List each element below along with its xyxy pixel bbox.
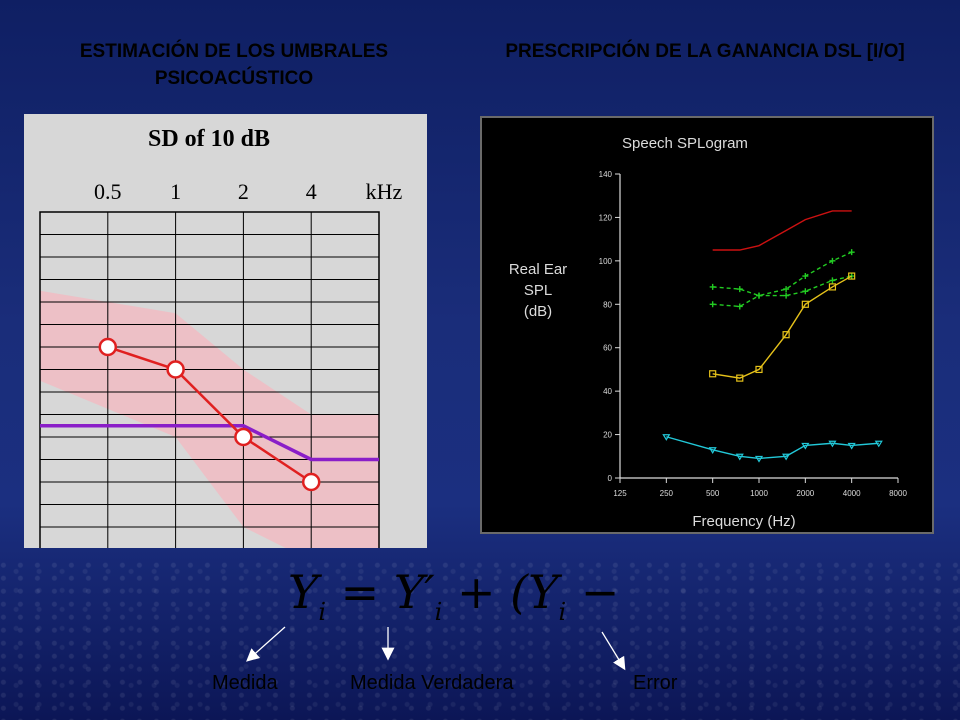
splogram-point-green [709, 283, 716, 290]
audiogram-x-tick: 1 [170, 179, 181, 204]
splogram-x-tick-label: 8000 [889, 489, 907, 498]
splogram-x-tick-label: 500 [706, 489, 720, 498]
arrow-measured [246, 626, 286, 662]
splogram-y-tick-label: 60 [603, 344, 612, 353]
audiogram-x-tick: 0.5 [94, 179, 122, 204]
splogram-x-tick-label: 2000 [796, 489, 814, 498]
background-texture [0, 560, 960, 720]
splogram-y-axis-label: Real Ear [509, 261, 567, 278]
splogram-point-cyan [847, 442, 856, 450]
splogram-point-cyan [662, 434, 671, 441]
splogram-point-green [848, 249, 855, 256]
audiogram-x-unit: kHz [366, 179, 403, 204]
audiogram-threshold-line [107, 345, 312, 484]
label-error: Error [633, 672, 678, 694]
splogram-point-green [848, 273, 855, 280]
splogram-x-tick-label: 4000 [843, 489, 861, 498]
audiogram-threshold-point [166, 360, 185, 379]
splogram-point-cyan [708, 447, 717, 454]
arrow-error [601, 631, 626, 671]
splogram-x-tick-label: 250 [660, 489, 674, 498]
splogram-point-cyan [782, 453, 791, 461]
splogram-point-cyan [874, 440, 883, 448]
splogram-point-green [736, 286, 743, 293]
splogram-point-yellow [736, 374, 744, 382]
splogram-point-yellow [801, 300, 809, 308]
audiogram-x-tick: 4 [306, 179, 317, 204]
left-heading: ESTIMACIÓN DE LOS UMBRALES PSICOACÚSTICO [79, 41, 389, 89]
splogram-series-red [712, 210, 852, 251]
audiogram-reference-line [40, 424, 379, 462]
splogram-point-green [802, 288, 809, 295]
splogram-point-cyan [735, 453, 744, 461]
splogram-point-cyan [754, 455, 764, 463]
splogram-point-green [829, 277, 836, 284]
audiogram-threshold-point [98, 337, 118, 357]
splogram-y-axis-label: SPL [524, 282, 552, 299]
splogram-point-yellow [848, 272, 856, 280]
splogram-point-green [802, 273, 809, 280]
splogram-point-yellow [828, 283, 837, 291]
splogram-x-tick-label: 1000 [750, 489, 768, 498]
splogram-point-yellow [755, 365, 763, 374]
splogram-series-cyan [666, 436, 879, 460]
splogram-series-yellow [712, 275, 853, 379]
audiogram-chart: SD of 10 dB 0.5 1 2 4 kHz [39, 126, 403, 573]
splogram-point-green [709, 301, 716, 308]
splogram-y-tick-label: 40 [603, 387, 612, 396]
audiogram-threshold-point [234, 427, 253, 447]
splogram-point-yellow [709, 370, 717, 378]
splogram-panel: Speech SPLogram Real Ear SPL (dB) 0 20 40 60 8… [480, 116, 934, 534]
splogram-point-cyan [828, 440, 837, 448]
splogram-title: Speech SPLogram [622, 135, 748, 152]
label-true-measure: Medida Verdadera [350, 672, 514, 694]
splogram-y-tick-label: 0 [608, 474, 613, 483]
splogram-x-axis-label: Frequency (Hz) [692, 513, 795, 530]
right-heading: PRESCRIPCIÓN DE LA GANANCIA DSL [I/O] [505, 41, 905, 62]
splogram-y-axis-label: (dB) [524, 303, 552, 320]
splogram-y-tick-label: 100 [599, 257, 613, 266]
splogram-point-green [736, 303, 743, 310]
splogram-chart: Speech SPLogram Real Ear SPL (dB) 0 20 40 60 8… [509, 135, 908, 530]
splogram-y-tick-label: 120 [599, 213, 613, 222]
splogram-x-tick-label: 125 [613, 489, 627, 498]
splogram-point-yellow [782, 331, 790, 339]
splogram-point-green [756, 292, 762, 299]
audiogram-x-tick: 2 [238, 179, 249, 204]
audiogram-panel: SD of 10 dB 0.5 1 2 4 kHz [24, 114, 427, 573]
splogram-y-tick-label: 80 [603, 300, 612, 309]
splogram-y-tick-label: 140 [599, 170, 613, 179]
splogram-y-tick-label: 20 [603, 431, 612, 440]
label-measured: Medida [212, 672, 278, 694]
audiogram-title: SD of 10 dB [148, 126, 270, 152]
splogram-point-cyan [801, 442, 810, 450]
splogram-point-green [829, 257, 836, 264]
audiogram-threshold-point [301, 472, 321, 492]
splogram-point-green [783, 286, 790, 293]
splogram-point-green [783, 292, 790, 299]
